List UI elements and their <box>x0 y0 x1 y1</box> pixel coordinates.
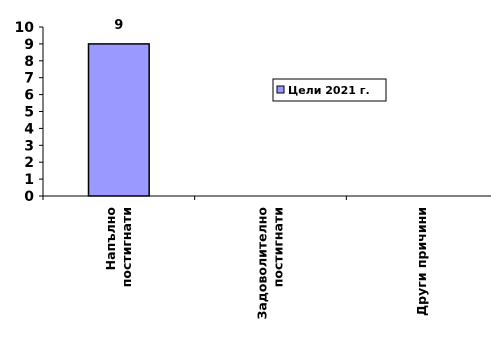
category-label: Задоволително <box>255 207 270 320</box>
y-tick-label: 5 <box>24 105 34 121</box>
y-tick-label: 7 <box>24 71 34 87</box>
y-tick-label: 3 <box>24 138 34 154</box>
y-tick-label: 1 <box>24 172 34 188</box>
data-labels: 9 <box>114 18 123 33</box>
y-tick-label: 6 <box>24 88 34 104</box>
y-tick-label: 0 <box>24 189 34 205</box>
bar <box>87 43 150 197</box>
y-tick-label: 9 <box>24 37 34 53</box>
category-label: Напълно <box>103 207 118 271</box>
data-label: 9 <box>114 18 123 33</box>
legend-box <box>272 78 387 102</box>
category-label: постигнати <box>119 207 134 287</box>
y-tick-label: 8 <box>24 54 34 70</box>
y-tick-label: 4 <box>24 121 34 137</box>
legend-swatch <box>276 85 285 94</box>
y-tick-label: 10 <box>15 20 35 36</box>
bars <box>87 43 150 197</box>
legend-label: Цели 2021 г. <box>288 84 370 97</box>
category-labels: Напълно постигнати Задоволително постигнати… <box>103 207 429 320</box>
category-label: постигнати <box>271 207 286 287</box>
legend: Цели 2021 г. <box>272 78 387 102</box>
category-label: Други причини <box>414 207 429 316</box>
y-tick-label: 2 <box>24 155 34 171</box>
